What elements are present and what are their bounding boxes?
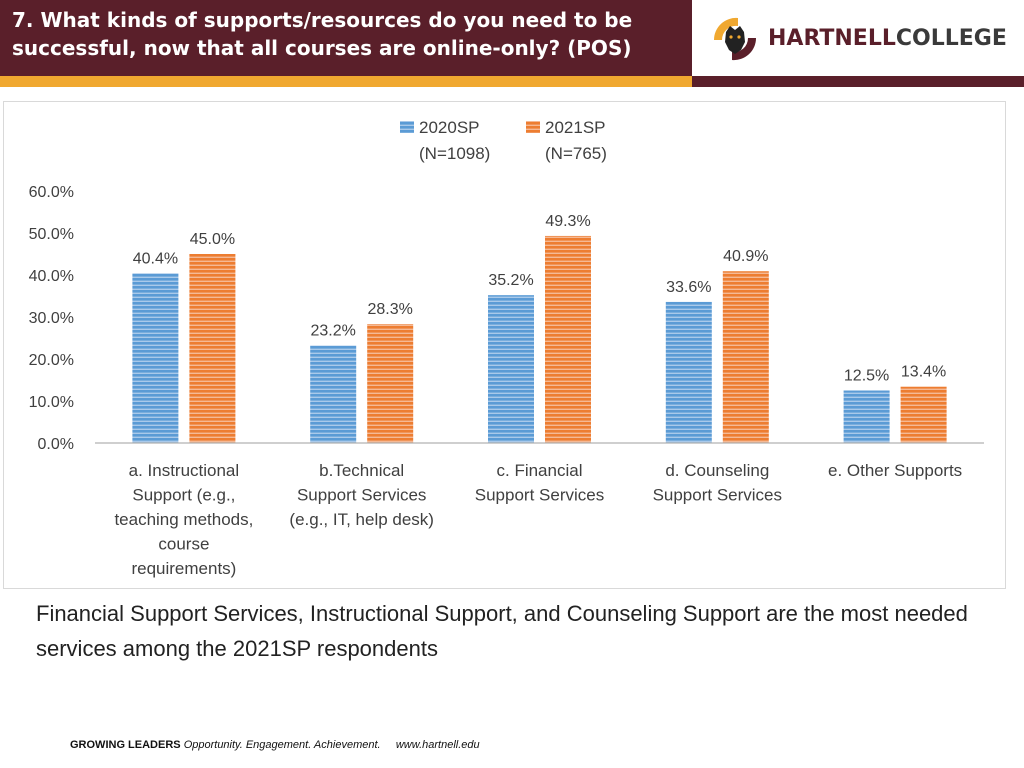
legend-sub-2021SP: (N=765) — [545, 144, 607, 163]
data-label: 12.5% — [844, 368, 889, 385]
legend-swatch-2020SP — [400, 121, 414, 133]
chart-frame: 2020SP (N=1098) 2021SP (N=765) 0.0% 10.0% 20.… — [3, 101, 1006, 589]
x-tick-label: d. Counseling Support Services — [653, 461, 782, 505]
x-tick-label-line: d. Counseling — [665, 461, 769, 480]
panther-shield-icon — [713, 17, 757, 61]
brand-primary: HARTNELL — [768, 26, 896, 51]
x-tick-label: c. Financial Support Services — [475, 461, 604, 505]
bar-2021SP — [367, 324, 414, 443]
data-label: 49.3% — [545, 213, 590, 230]
x-tick-label-line: a. Instructional — [129, 461, 240, 480]
x-tick-label-line: Support Services — [475, 486, 604, 505]
x-tick-label-line: (e.g., IT, help desk) — [289, 510, 434, 529]
bar-2021SP — [545, 235, 591, 443]
bar-2021SP — [722, 271, 769, 443]
x-tick-label-line: teaching methods, — [114, 510, 253, 529]
chart-legend: 2020SP (N=1098) 2021SP (N=765) — [400, 118, 607, 163]
data-label: 28.3% — [368, 301, 413, 318]
bar-2021SP — [900, 386, 947, 443]
bar-2021SP — [189, 254, 236, 443]
y-tick-label: 0.0% — [38, 436, 74, 453]
x-tick-label-line: Support Services — [653, 486, 782, 505]
data-label: 40.9% — [723, 248, 768, 265]
footer-slogan: GROWING LEADERS — [70, 739, 181, 751]
logo-underline-bar — [692, 76, 1024, 87]
legend-label-2021SP: 2021SP — [545, 118, 606, 137]
slide-header: 7. What kinds of supports/resources do y… — [0, 0, 1024, 87]
data-label: 13.4% — [901, 364, 946, 381]
slide-title: 7. What kinds of supports/resources do y… — [12, 8, 633, 60]
y-tick-label: 50.0% — [29, 226, 74, 243]
x-tick-label-line: course — [158, 535, 209, 554]
legend-label-2020SP: 2020SP — [419, 118, 480, 137]
college-logo-text: HARTNELLCOLLEGE — [768, 26, 1007, 51]
bar-2020SP — [488, 295, 534, 443]
data-label: 45.0% — [190, 231, 235, 248]
data-label: 33.6% — [666, 279, 711, 296]
footer: GROWING LEADERS Opportunity. Engagement.… — [70, 739, 480, 751]
data-label: 35.2% — [488, 272, 533, 289]
x-tick-label: a. Instructional Support (e.g., teaching m… — [114, 461, 253, 578]
data-label: 40.4% — [133, 250, 178, 267]
x-tick-label: e. Other Supports — [828, 461, 962, 480]
bar-series: 40.4% 23.2% 35.2% 33.6% 12.5% 45.0% 28.3% 49.3%… — [132, 213, 947, 443]
accent-bar — [0, 76, 692, 87]
bar-2020SP — [132, 273, 179, 443]
x-tick-label-line: b.Technical — [319, 461, 404, 480]
y-tick-label: 60.0% — [29, 184, 74, 201]
legend-swatch-2021SP — [526, 121, 540, 133]
bar-chart: 2020SP (N=1098) 2021SP (N=765) 0.0% 10.0% 20.… — [29, 118, 984, 578]
brand-secondary: COLLEGE — [895, 26, 1007, 51]
x-tick-label-line: Support Services — [297, 486, 426, 505]
x-tick-label-line: Support (e.g., — [132, 486, 235, 505]
bar-2020SP — [665, 301, 712, 443]
x-axis: a. Instructional Support (e.g., teaching m… — [95, 442, 984, 578]
y-tick-label: 10.0% — [29, 394, 74, 411]
x-tick-label-line: e. Other Supports — [828, 461, 962, 480]
x-tick-label-line: requirements) — [131, 559, 236, 578]
footer-tagline: Opportunity. Engagement. Achievement. — [183, 739, 381, 751]
legend-sub-2020SP: (N=1098) — [419, 144, 490, 163]
y-tick-label: 20.0% — [29, 352, 74, 369]
y-tick-label: 40.0% — [29, 268, 74, 285]
x-tick-label-line: c. Financial — [497, 461, 583, 480]
data-label: 23.2% — [311, 323, 356, 340]
x-tick-label: b.Technical Support Services (e.g., IT, he… — [289, 461, 434, 529]
bar-2020SP — [843, 390, 890, 443]
bar-2020SP — [310, 345, 357, 443]
y-tick-label: 30.0% — [29, 310, 74, 327]
y-axis: 0.0% 10.0% 20.0% 30.0% 40.0% 50.0% 60.0% — [29, 184, 74, 453]
footer-url[interactable]: www.hartnell.edu — [395, 739, 480, 751]
slide-caption: Financial Support Services, Instructiona… — [36, 601, 968, 661]
logo-area — [692, 0, 1024, 76]
title-band: 7. What kinds of supports/resources do y… — [0, 0, 692, 76]
